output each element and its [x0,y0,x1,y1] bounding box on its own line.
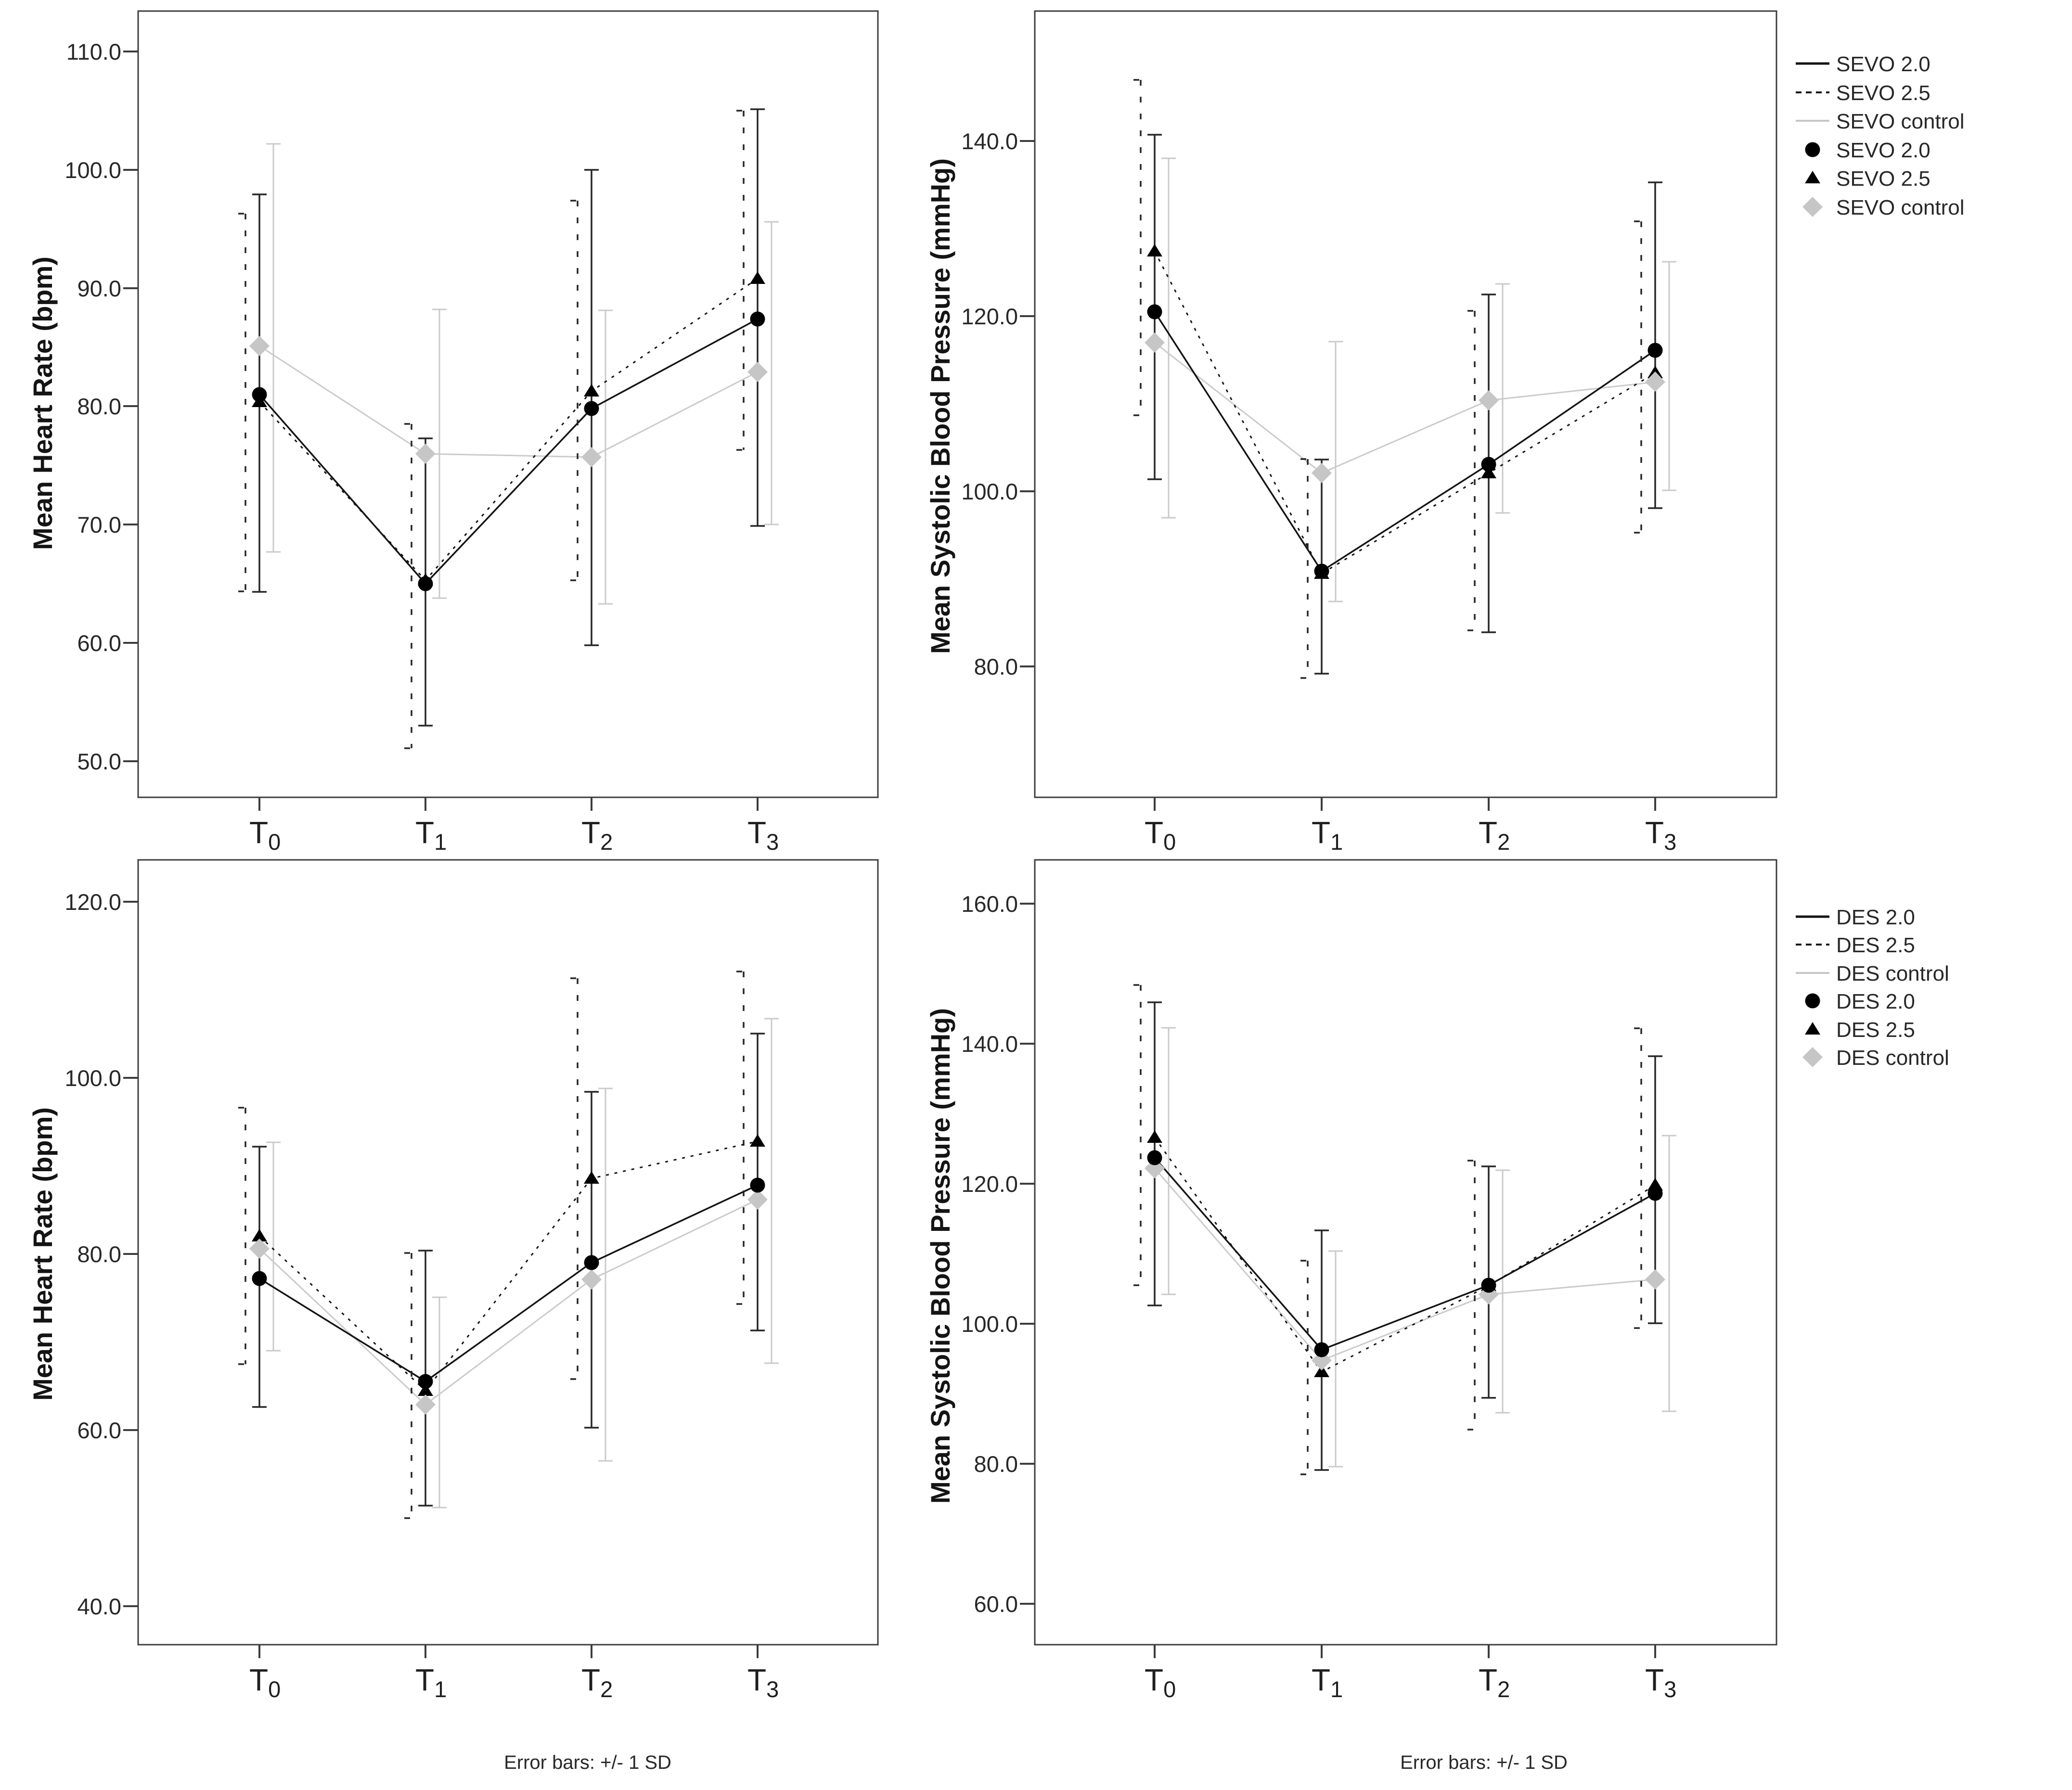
svg-text:DES 2.0: DES 2.0 [1836,906,1915,929]
svg-text:DES 2.0: DES 2.0 [1836,990,1915,1013]
svg-text:T1: T1 [415,1662,447,1702]
svg-text:Mean Systolic Blood Pressure (: Mean Systolic Blood Pressure (mmHg) [925,1008,955,1504]
svg-text:100.0: 100.0 [961,479,1018,504]
svg-text:DES control: DES control [1836,962,1949,985]
svg-text:100.0: 100.0 [64,1065,121,1091]
svg-text:SEVO 2.5: SEVO 2.5 [1836,167,1930,191]
svg-text:SEVO control: SEVO control [1836,110,1965,133]
svg-text:T2: T2 [1479,1662,1510,1702]
svg-text:120.0: 120.0 [961,1171,1018,1197]
svg-text:SEVO 2.5: SEVO 2.5 [1836,81,1930,105]
svg-text:120.0: 120.0 [64,889,121,915]
svg-text:SEVO control: SEVO control [1836,196,1965,219]
svg-text:Mean Heart Rate (bpm): Mean Heart Rate (bpm) [27,256,58,550]
svg-text:60.0: 60.0 [77,1418,121,1443]
svg-text:140.0: 140.0 [961,1031,1018,1057]
svg-text:T1: T1 [415,815,447,855]
svg-text:Mean Heart Rate (bpm): Mean Heart Rate (bpm) [27,1107,58,1401]
svg-text:40.0: 40.0 [77,1594,121,1619]
svg-text:80.0: 80.0 [974,1451,1018,1477]
svg-text:80.0: 80.0 [77,394,121,419]
svg-text:60.0: 60.0 [77,630,121,656]
svg-text:SEVO 2.0: SEVO 2.0 [1836,52,1930,76]
svg-text:140.0: 140.0 [961,128,1018,154]
svg-text:T0: T0 [249,815,281,855]
svg-text:Error bars: +/- 1 SD: Error bars: +/- 1 SD [1400,1752,1568,1773]
svg-text:DES control: DES control [1836,1046,1949,1070]
svg-text:DES 2.5: DES 2.5 [1836,933,1915,957]
svg-text:80.0: 80.0 [974,654,1018,679]
svg-text:100.0: 100.0 [961,1311,1018,1337]
svg-text:90.0: 90.0 [77,276,121,301]
svg-text:50.0: 50.0 [77,749,121,774]
svg-text:T0: T0 [1145,1662,1176,1702]
svg-text:160.0: 160.0 [961,891,1018,917]
svg-text:SEVO 2.0: SEVO 2.0 [1836,139,1930,162]
svg-text:110.0: 110.0 [66,39,121,64]
svg-text:Error bars: +/- 1 SD: Error bars: +/- 1 SD [504,1752,671,1773]
svg-text:80.0: 80.0 [77,1241,121,1267]
svg-text:100.0: 100.0 [64,157,121,183]
svg-text:60.0: 60.0 [974,1591,1018,1617]
svg-text:70.0: 70.0 [77,512,121,537]
svg-text:Mean Systolic Blood Pressure (: Mean Systolic Blood Pressure (mmHg) [925,158,955,654]
svg-text:120.0: 120.0 [961,304,1018,329]
svg-text:DES 2.5: DES 2.5 [1836,1018,1915,1042]
